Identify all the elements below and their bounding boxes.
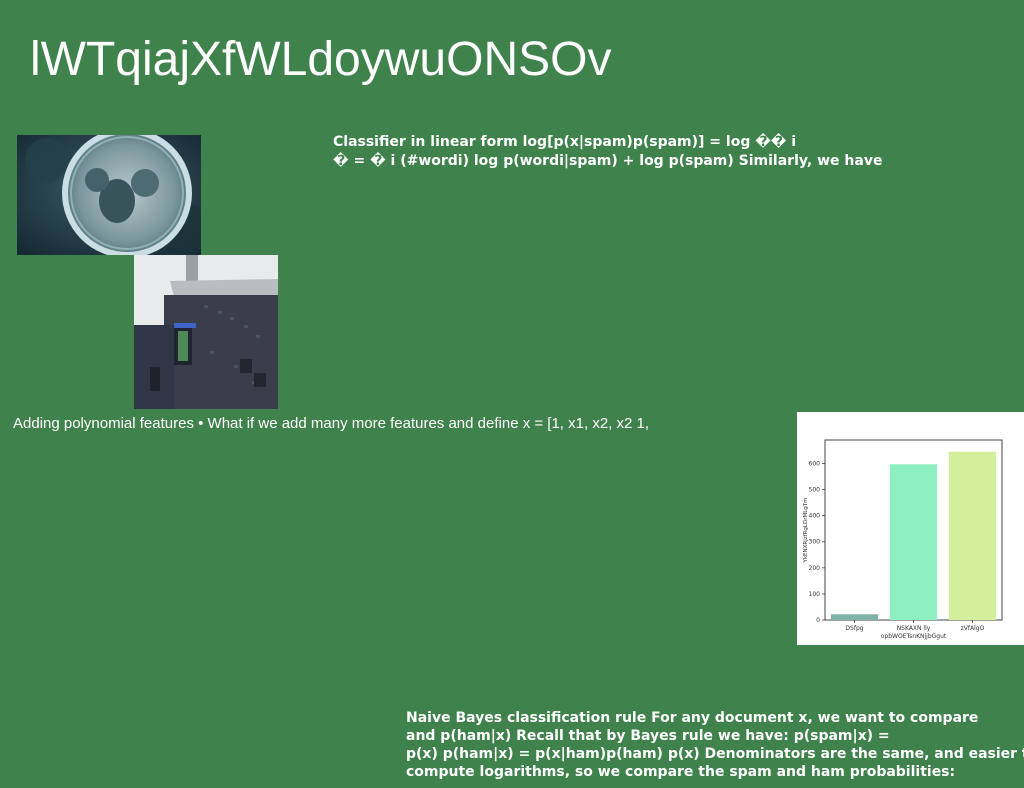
bar-0 xyxy=(830,614,879,620)
text-line: compute logarithms, so we compare the sp… xyxy=(406,764,956,780)
slide-title: lWTqiajXfWLdoywuONSOv xyxy=(30,33,612,86)
y-tick-label: 200 xyxy=(809,565,821,572)
bar-1 xyxy=(889,464,938,620)
y-tick-label: 300 xyxy=(809,539,821,546)
x-tick-label: zVfAlgO xyxy=(961,625,985,632)
x-tick-label: DSfpg xyxy=(845,625,863,632)
text-line: Naive Bayes classification rule For any … xyxy=(406,710,979,726)
text-block-classifier: Classifier in linear form log[p(x|spam)p… xyxy=(333,133,1023,171)
text-line: p(x) p(ham|x) = p(x|ham)p(ham) p(x) Deno… xyxy=(406,746,1024,762)
y-tick-label: 500 xyxy=(809,487,821,494)
y-tick-label: 0 xyxy=(816,617,820,624)
text-line: � = � i (#wordi) log p(wordi|spam) + log… xyxy=(333,153,883,169)
text-polynomial-features: Adding polynomial features • What if we … xyxy=(13,415,650,432)
bar-chart: 0 100 200 300 400 500 600 DSfpg NSKAXN lly zVfAl… xyxy=(797,412,1024,645)
building-photo xyxy=(134,255,278,409)
y-tick-label: 400 xyxy=(809,513,821,520)
y-tick-label: 100 xyxy=(809,591,821,598)
bar-2 xyxy=(948,451,997,620)
x-tick-label: NSKAXN lly xyxy=(897,625,931,632)
lens-photo xyxy=(17,135,201,255)
text-line: Classifier in linear form log[p(x|spam)p… xyxy=(333,134,797,150)
x-axis-label: opbWOETsnKNjjbGgut xyxy=(881,633,947,640)
bar-chart-svg: 0 100 200 300 400 500 600 DSfpg NSKAXN lly zVfAl… xyxy=(803,439,1003,640)
text-line: and p(ham|x) Recall that by Bayes rule w… xyxy=(406,728,890,744)
y-axis-label: YkENXRjzfRgLDrMLgTm xyxy=(803,498,809,564)
y-tick-label: 600 xyxy=(809,460,821,467)
text-block-naive-bayes: Naive Bayes classification rule For any … xyxy=(406,709,1024,781)
